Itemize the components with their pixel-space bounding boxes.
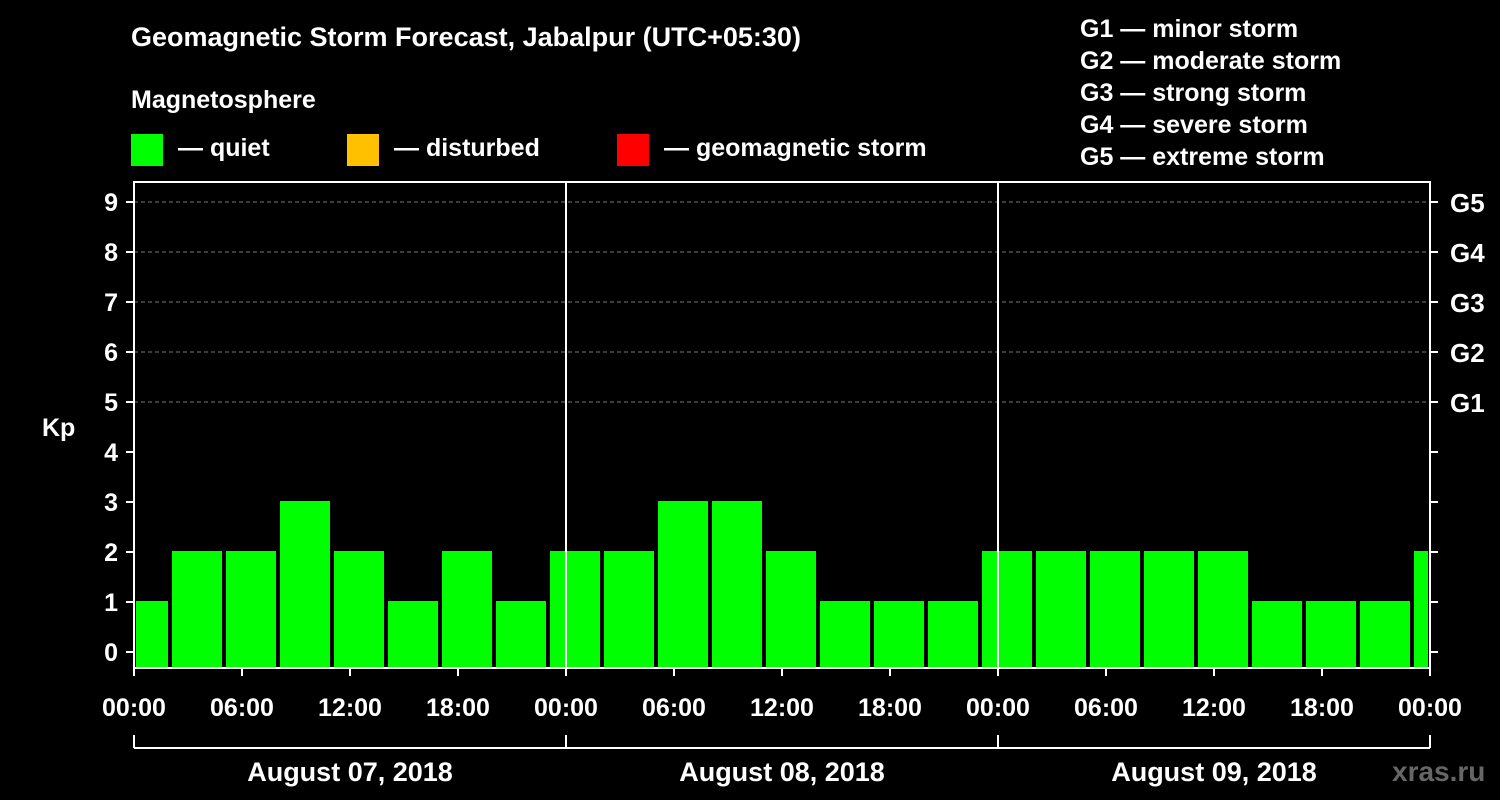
- bar-series: [136, 501, 1428, 668]
- kp-bar: [496, 601, 546, 668]
- kp-bar: [1198, 551, 1248, 668]
- x-tick-label: 12:00: [1182, 694, 1246, 722]
- x-tick-label: 00:00: [102, 694, 166, 722]
- kp-bar: [1090, 551, 1140, 668]
- x-tick-label: 00:00: [534, 694, 598, 722]
- storm-scale-g1: G1 — minor storm: [1080, 15, 1299, 43]
- kp-bar: [442, 551, 492, 668]
- kp-bar: [928, 601, 978, 668]
- date-label: August 07, 2018: [247, 757, 453, 787]
- x-tick-label: 00:00: [966, 694, 1030, 722]
- watermark: xras.ru: [1392, 756, 1486, 787]
- kp-bar: [1036, 551, 1086, 668]
- x-tick-label: 18:00: [858, 694, 922, 722]
- y-tick-label: 8: [104, 239, 118, 267]
- y-tick-label: 9: [104, 189, 118, 217]
- axes: 0 1 2 3 4 5 6 7 8 9 Kp G1 G2 G3 G4 G5 00:00 06:00 12:00 18:…: [42, 181, 1485, 787]
- chart-title: Geomagnetic Storm Forecast, Jabalpur (UT…: [131, 22, 801, 52]
- kp-bar: [226, 551, 276, 668]
- storm-scale-g3: G3 — strong storm: [1080, 79, 1307, 107]
- storm-scale-g2: G2 — moderate storm: [1080, 47, 1342, 75]
- magnetosphere-label: Magnetosphere: [131, 86, 316, 114]
- legend-label-disturbed: — disturbed: [394, 134, 540, 162]
- kp-bar: [550, 551, 600, 668]
- x-tick-label: 18:00: [426, 694, 490, 722]
- storm-scale-g4: G4 — severe storm: [1080, 111, 1308, 139]
- kp-bar: [766, 551, 816, 668]
- right-axis-label: G1: [1450, 388, 1485, 418]
- legend-label-storm: — geomagnetic storm: [664, 134, 927, 162]
- kp-bar: [658, 501, 708, 668]
- y-tick-label: 0: [104, 639, 118, 667]
- kp-bar: [982, 551, 1032, 668]
- x-tick-label: 06:00: [1074, 694, 1138, 722]
- x-tick-label: 12:00: [318, 694, 382, 722]
- legend-swatch-disturbed: [347, 134, 379, 166]
- date-label: August 09, 2018: [1111, 757, 1317, 787]
- kp-bar: [334, 551, 384, 668]
- kp-bar: [280, 501, 330, 668]
- legend-label-quiet: — quiet: [178, 134, 270, 162]
- kp-bar: [712, 501, 762, 668]
- kp-bar: [820, 601, 870, 668]
- y-tick-label: 2: [104, 539, 118, 567]
- x-tick-label: 06:00: [642, 694, 706, 722]
- date-label: August 08, 2018: [679, 757, 885, 787]
- y-axis-label: Kp: [42, 414, 75, 442]
- y-tick-label: 3: [104, 489, 118, 517]
- grid-lines: [134, 201, 1430, 403]
- kp-bar: [172, 551, 222, 668]
- kp-bar: [388, 601, 438, 668]
- x-tick-label: 18:00: [1290, 694, 1354, 722]
- kp-bar: [1414, 551, 1428, 668]
- right-axis-label: G4: [1450, 238, 1485, 268]
- y-tick-label: 4: [104, 439, 118, 467]
- kp-bar: [874, 601, 924, 668]
- x-tick-label: 00:00: [1398, 694, 1462, 722]
- y-tick-label: 7: [104, 289, 118, 317]
- storm-scale-g5: G5 — extreme storm: [1080, 143, 1325, 171]
- right-axis-label: G3: [1450, 288, 1485, 318]
- x-tick-label: 12:00: [750, 694, 814, 722]
- kp-bar: [1360, 601, 1410, 668]
- y-tick-label: 5: [104, 389, 118, 417]
- right-axis-label: G2: [1450, 338, 1485, 368]
- right-axis-label: G5: [1450, 188, 1485, 218]
- legend-swatch-storm: [617, 134, 649, 166]
- x-tick-label: 06:00: [210, 694, 274, 722]
- kp-bar: [1252, 601, 1302, 668]
- y-tick-label: 6: [104, 339, 118, 367]
- y-tick-label: 1: [104, 589, 118, 617]
- kp-bar: [136, 601, 168, 668]
- kp-bar: [1144, 551, 1194, 668]
- kp-bar: [604, 551, 654, 668]
- kp-bar: [1306, 601, 1356, 668]
- legend-swatch-quiet: [131, 134, 163, 166]
